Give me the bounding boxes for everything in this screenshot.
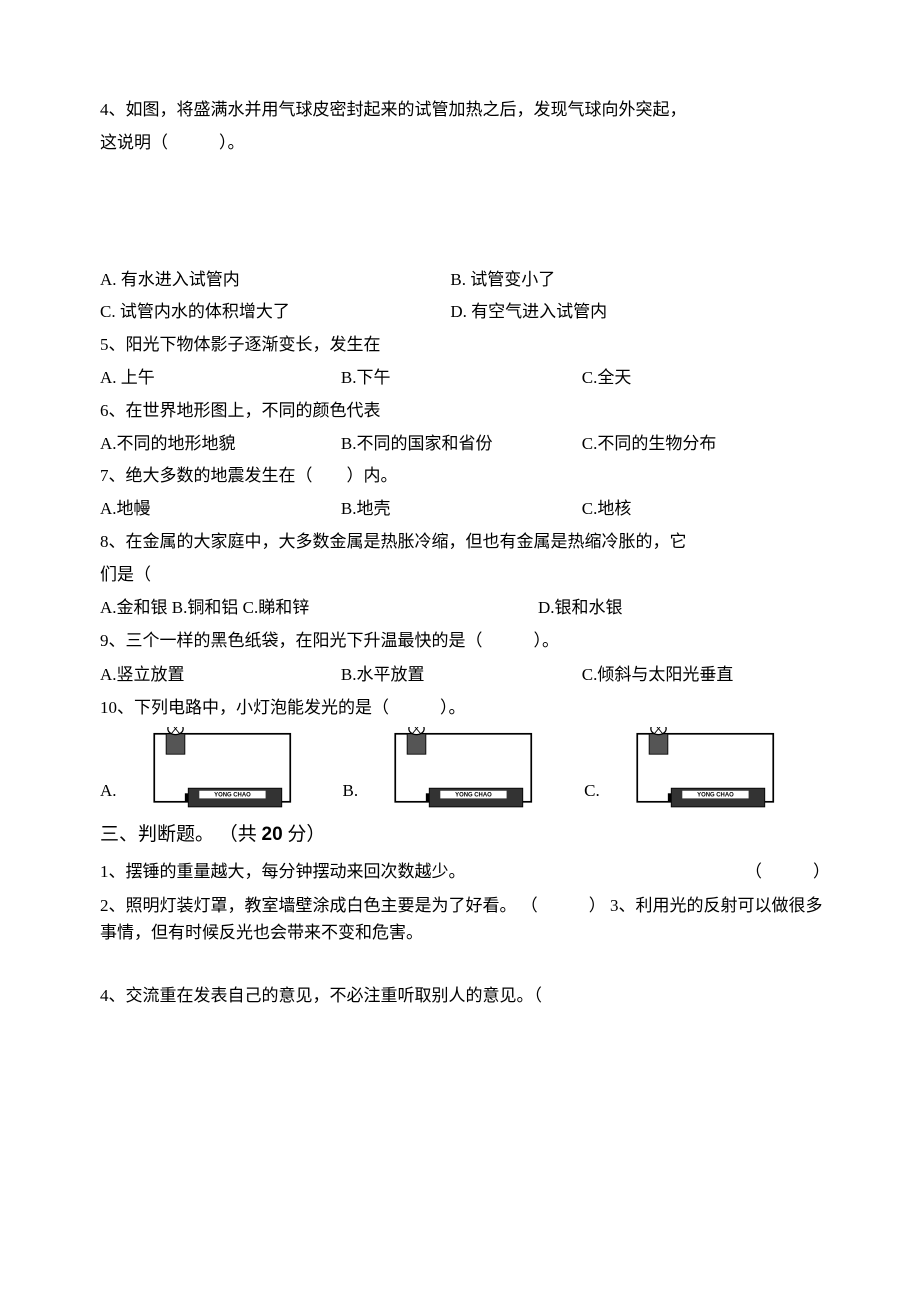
- q10-label-c: C.: [584, 777, 600, 812]
- q10-label-b: B.: [343, 777, 359, 812]
- q10-stem: 10、下列电路中，小灯泡能发光的是（ ）。: [100, 694, 830, 721]
- section3-title-prefix: 三、判断题。 （共: [100, 824, 262, 845]
- q5-option-a: A. 上午: [100, 364, 341, 391]
- q4-option-a: A. 有水进入试管内: [100, 266, 450, 293]
- circuit-b-icon: YONG CHAO: [364, 727, 554, 812]
- q10-label-a: A.: [100, 777, 117, 812]
- q5-options: A. 上午 B.下午 C.全天: [100, 364, 830, 391]
- q9-option-c: C.倾斜与太阳光垂直: [582, 661, 823, 688]
- q8-option-d: D.银和水银: [538, 594, 830, 621]
- q7-stem: 7、绝大多数的地震发生在（ ）内。: [100, 462, 830, 489]
- q8-options-abc: A.金和银 B.铜和铝 C.睇和锌: [100, 594, 538, 621]
- q4-stem-line2: 这说明（ ）。: [100, 129, 830, 156]
- q4-stem-line1: 4、如图，将盛满水并用气球皮密封起来的试管加热之后，发现气球向外突起，: [100, 96, 830, 123]
- q4-option-d: D. 有空气进入试管内: [450, 298, 800, 325]
- circuit-c-icon: YONG CHAO: [606, 727, 796, 812]
- q5-option-c: C.全天: [582, 364, 823, 391]
- q9-option-a: A.竖立放置: [100, 661, 341, 688]
- q7-option-a: A.地幔: [100, 495, 341, 522]
- q6-stem: 6、在世界地形图上，不同的颜色代表: [100, 397, 830, 424]
- q9-stem: 9、三个一样的黑色纸袋，在阳光下升温最快的是（ ）。: [100, 627, 830, 654]
- judge-1-paren: （ ）: [740, 858, 830, 885]
- q7-options: A.地幔 B.地壳 C.地核: [100, 495, 830, 522]
- svg-text:YONG CHAO: YONG CHAO: [697, 793, 734, 799]
- section3-title-suffix: 分）: [283, 824, 326, 845]
- q8-stem-line1: 8、在金属的大家庭中，大多数金属是热胀冷缩，但也有金属是热缩冷胀的，它: [100, 528, 830, 555]
- q10-figure-c-wrap: C. YONG CHAO: [584, 727, 796, 812]
- q4-options-row2: C. 试管内水的体积增大了 D. 有空气进入试管内: [100, 298, 830, 325]
- q7-option-c: C.地核: [582, 495, 823, 522]
- q6-option-b: B.不同的国家和省份: [341, 430, 582, 457]
- q4-option-c: C. 试管内水的体积增大了: [100, 298, 450, 325]
- circuit-a-icon: YONG CHAO: [123, 727, 313, 812]
- q4-options-row1: A. 有水进入试管内 B. 试管变小了: [100, 266, 830, 293]
- q8-stem-line2: 们是（: [100, 561, 830, 588]
- judge-2-text: 2、照明灯装灯罩，教室墙壁涂成白色主要是为了好看。: [100, 896, 517, 915]
- q9-options: A.竖立放置 B.水平放置 C.倾斜与太阳光垂直: [100, 661, 830, 688]
- section3-title: 三、判断题。 （共 20 分）: [100, 820, 830, 850]
- q6-option-a: A.不同的地形地貌: [100, 430, 341, 457]
- q6-options: A.不同的地形地貌 B.不同的国家和省份 C.不同的生物分布: [100, 430, 830, 457]
- svg-text:YONG CHAO: YONG CHAO: [214, 793, 251, 799]
- judge-1: 1、摆锤的重量越大，每分钟摆动来回次数越少。 （ ）: [100, 858, 830, 885]
- q10-figure-b-wrap: B. YONG CHAO: [343, 727, 555, 812]
- q7-option-b: B.地壳: [341, 495, 582, 522]
- judge-2-3-block: 2、照明灯装灯罩，教室墙壁涂成白色主要是为了好看。 （ ） 3、利用光的反射可以…: [100, 892, 830, 946]
- section3-title-num: 20: [262, 824, 283, 845]
- q10-figures: A. YONG CHAO B.: [100, 727, 830, 812]
- exam-page: 4、如图，将盛满水并用气球皮密封起来的试管加热之后，发现气球向外突起， 这说明（…: [0, 0, 920, 1075]
- svg-text:YONG CHAO: YONG CHAO: [455, 793, 492, 799]
- q8-options: A.金和银 B.铜和铝 C.睇和锌 D.银和水银: [100, 594, 830, 621]
- spacer: [100, 946, 830, 976]
- q9-option-b: B.水平放置: [341, 661, 582, 688]
- q10-figure-a-wrap: A. YONG CHAO: [100, 727, 313, 812]
- q4-option-b: B. 试管变小了: [450, 266, 800, 293]
- q5-stem: 5、阳光下物体影子逐渐变长，发生在: [100, 331, 830, 358]
- q4-figure-placeholder: [100, 162, 830, 262]
- q6-option-c: C.不同的生物分布: [582, 430, 823, 457]
- judge-2-paren: （ ）: [521, 896, 606, 915]
- judge-1-text: 1、摆锤的重量越大，每分钟摆动来回次数越少。: [100, 858, 740, 885]
- q5-option-b: B.下午: [341, 364, 582, 391]
- judge-4: 4、交流重在发表自己的意见，不必注重听取别人的意见。（: [100, 982, 830, 1009]
